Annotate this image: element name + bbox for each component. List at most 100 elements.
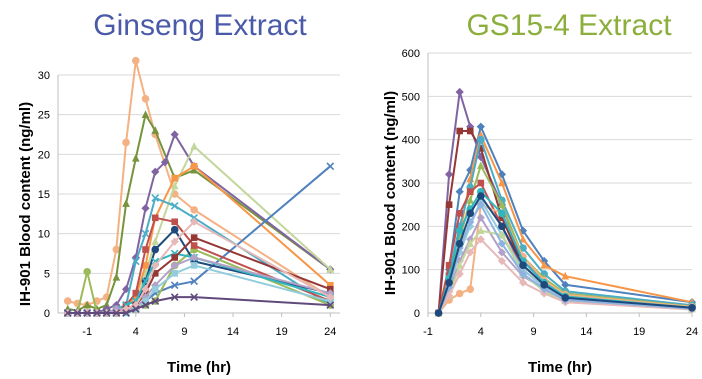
data-point bbox=[151, 270, 159, 277]
data-point bbox=[498, 230, 506, 239]
data-point bbox=[190, 253, 199, 262]
x-tick-label: 9 bbox=[531, 326, 537, 338]
data-point bbox=[151, 297, 160, 305]
data-point bbox=[497, 239, 507, 248]
data-point bbox=[102, 300, 111, 309]
data-point bbox=[131, 305, 140, 313]
data-point bbox=[190, 206, 198, 214]
data-point bbox=[102, 309, 111, 317]
data-point bbox=[455, 269, 464, 279]
data-point bbox=[540, 281, 548, 289]
data-point bbox=[190, 242, 198, 249]
data-point bbox=[497, 248, 507, 257]
data-point bbox=[456, 210, 463, 217]
data-point bbox=[131, 257, 140, 266]
x-tick-label: 9 bbox=[181, 326, 187, 338]
data-point bbox=[498, 222, 506, 231]
series-line bbox=[67, 59, 331, 307]
data-point bbox=[171, 270, 178, 277]
y-tick-label: 100 bbox=[402, 265, 420, 277]
data-point bbox=[121, 285, 131, 294]
data-point bbox=[132, 289, 140, 297]
data-point bbox=[688, 304, 696, 312]
y-tick-label: 0 bbox=[414, 308, 420, 320]
data-point bbox=[519, 235, 527, 243]
data-point bbox=[456, 127, 463, 135]
data-point bbox=[122, 309, 130, 317]
data-point bbox=[326, 281, 334, 289]
data-point bbox=[170, 261, 179, 270]
data-point bbox=[477, 145, 485, 152]
y-axis-label: IH-901 Blood content (ng/ml) bbox=[382, 91, 399, 295]
y-tick-label: 5 bbox=[44, 268, 50, 280]
data-point bbox=[141, 301, 150, 309]
data-point bbox=[445, 170, 454, 179]
data-point bbox=[151, 285, 159, 293]
data-point bbox=[326, 293, 335, 302]
data-point bbox=[445, 201, 453, 208]
data-point bbox=[477, 226, 485, 234]
data-point bbox=[326, 301, 335, 309]
x-tick-label: 19 bbox=[633, 326, 645, 338]
data-point bbox=[476, 235, 485, 244]
data-point bbox=[131, 56, 140, 65]
data-point bbox=[170, 281, 179, 290]
data-point bbox=[190, 142, 198, 150]
data-point bbox=[476, 213, 485, 222]
data-point bbox=[160, 158, 170, 167]
data-point bbox=[466, 239, 475, 247]
x-tick-label: 14 bbox=[227, 326, 239, 338]
y-tick-label: 20 bbox=[38, 149, 50, 161]
chart-2: 0 100 200 300 400 500 600 -1 4 9 14 19 24 GS15-4 Extr… bbox=[382, 9, 698, 376]
series-line bbox=[437, 238, 693, 314]
data-point bbox=[498, 200, 506, 208]
data-point bbox=[445, 262, 453, 269]
data-point bbox=[190, 262, 198, 269]
data-point bbox=[170, 293, 179, 301]
data-point bbox=[83, 300, 91, 309]
data-point bbox=[142, 246, 149, 253]
data-point bbox=[170, 130, 179, 139]
series-15 bbox=[434, 192, 696, 317]
series-line bbox=[437, 195, 693, 314]
data-point bbox=[476, 122, 485, 131]
data-point bbox=[455, 226, 464, 235]
data-point bbox=[122, 138, 130, 147]
data-point bbox=[498, 178, 506, 187]
data-point bbox=[141, 293, 150, 302]
data-point bbox=[190, 234, 198, 241]
data-point bbox=[476, 200, 485, 209]
x-tick-label: -1 bbox=[82, 326, 92, 338]
x-axis-label: Time (hr) bbox=[167, 359, 231, 376]
data-point bbox=[83, 267, 91, 276]
x-tick-label: 4 bbox=[133, 326, 139, 338]
data-point bbox=[141, 229, 150, 238]
y-tick-label: 300 bbox=[402, 178, 420, 190]
data-point bbox=[498, 209, 506, 218]
data-point bbox=[455, 239, 464, 248]
data-point bbox=[477, 161, 485, 169]
data-point bbox=[498, 214, 506, 221]
data-point bbox=[170, 225, 179, 234]
data-point bbox=[466, 235, 475, 244]
y-tick-label: 10 bbox=[38, 229, 50, 241]
series-line bbox=[437, 203, 693, 314]
data-point bbox=[561, 271, 570, 280]
series-1 bbox=[63, 56, 335, 309]
data-point bbox=[151, 126, 160, 134]
x-tick-label: 24 bbox=[686, 326, 698, 338]
data-point bbox=[561, 294, 570, 302]
x-axis-label: Time (hr) bbox=[528, 359, 592, 376]
data-point bbox=[445, 278, 453, 287]
x-tick-label: -1 bbox=[423, 326, 433, 338]
data-point bbox=[151, 245, 160, 254]
data-point bbox=[63, 309, 72, 317]
data-point bbox=[112, 309, 121, 317]
data-point bbox=[83, 309, 92, 317]
data-point bbox=[171, 218, 178, 226]
data-point bbox=[540, 261, 548, 269]
series-16 bbox=[63, 293, 335, 317]
data-point bbox=[466, 188, 474, 195]
data-point bbox=[170, 237, 179, 246]
data-point bbox=[141, 285, 150, 294]
